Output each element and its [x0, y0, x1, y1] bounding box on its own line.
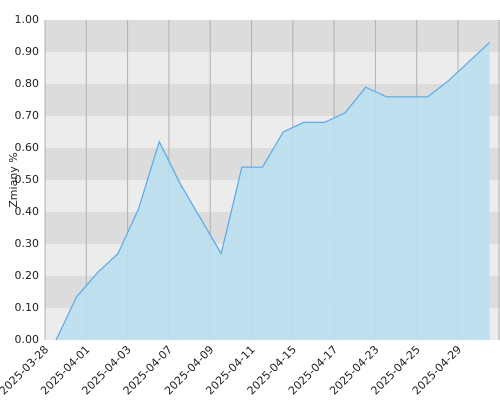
y-tick-label: 1.00 [15, 13, 40, 26]
y-tick-label: 0.60 [15, 141, 40, 154]
area [56, 42, 490, 341]
y-tick-label: 0.30 [15, 237, 40, 250]
y-axis-label: Zmiany % [7, 152, 20, 207]
line [55, 41, 491, 341]
y-tick-label: 0.20 [15, 269, 40, 282]
y-tick-label: 0.70 [15, 109, 40, 122]
grid-band [45, 52, 500, 84]
y-tick-label: 0.90 [15, 45, 40, 58]
y-tick-label: 0.80 [15, 77, 40, 90]
y-tick-label: 0.10 [15, 301, 40, 314]
y-tick-label: 0.40 [15, 205, 40, 218]
y-tick-label: 0.50 [15, 173, 40, 186]
y-tick-label: 0.00 [15, 333, 40, 346]
grid-band [45, 20, 500, 52]
